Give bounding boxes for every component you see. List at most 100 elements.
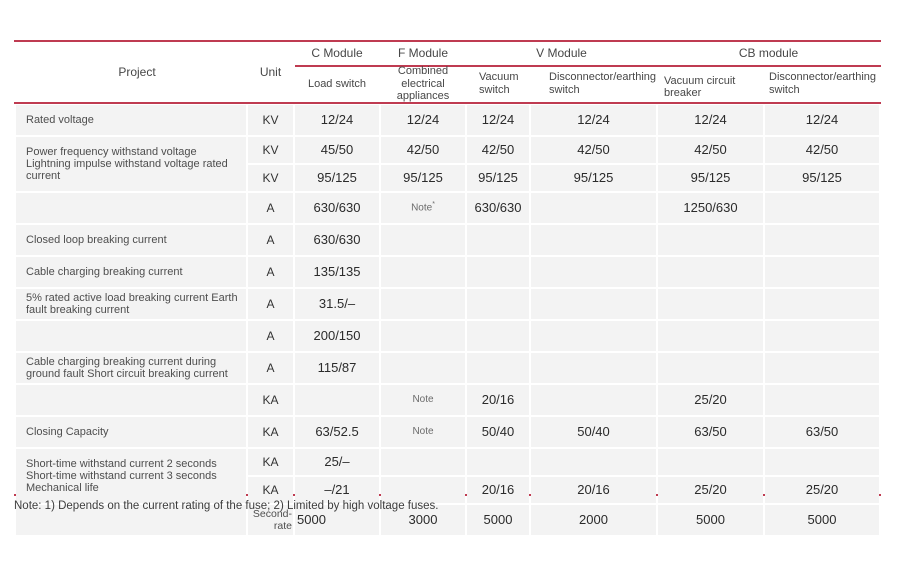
value-cell: 42/50: [765, 136, 880, 163]
value-cell: 42/50: [658, 136, 764, 163]
value-cell: 5000: [467, 504, 529, 535]
header-group-row: Project Unit C Module F Module V Module …: [16, 42, 879, 80]
table-row: Second-rate 5000 3000 5000 2000 5000 5000: [16, 504, 880, 535]
value-cell: 25/–: [295, 448, 379, 475]
table-row: Cable charging breaking current during g…: [16, 352, 880, 383]
value-cell: [765, 224, 880, 255]
value-cell: [658, 256, 764, 287]
value-cell: [467, 352, 529, 383]
value-cell: 12/24: [658, 104, 764, 135]
value-cell: 50/40: [531, 416, 657, 447]
unit-cell: KA: [248, 416, 293, 447]
group-header-c-module: C Module: [311, 45, 363, 60]
unit-cell: A: [248, 256, 293, 287]
unit-cell: KV: [248, 164, 293, 191]
value-cell: 12/24: [295, 104, 379, 135]
value-cell: [531, 320, 657, 351]
table-row: Closing Capacity KA 63/52.5 Note 50/40 50/40 6…: [16, 416, 880, 447]
note-superscript: *: [432, 201, 435, 209]
value-cell: 115/87: [295, 352, 379, 383]
value-cell: 5000: [295, 504, 379, 535]
value-cell: [658, 224, 764, 255]
value-cell: 1250/630: [658, 192, 764, 223]
value-cell: [765, 256, 880, 287]
value-cell: 63/50: [658, 416, 764, 447]
table-row: A 200/150: [16, 320, 880, 351]
project-cell: [16, 384, 246, 415]
value-cell: 50/40: [467, 416, 529, 447]
value-cell: 25/20: [765, 476, 880, 503]
value-cell: [531, 384, 657, 415]
value-cell: [765, 192, 880, 223]
value-cell: [381, 352, 465, 383]
value-cell: [658, 352, 764, 383]
value-cell: [381, 224, 465, 255]
value-cell: [658, 320, 764, 351]
project-cell: [16, 504, 246, 535]
divider-group-header: [295, 65, 881, 67]
unit-cell: KA: [248, 384, 293, 415]
value-cell: Note: [381, 416, 465, 447]
spec-table-header: Project Unit C Module F Module V Module …: [16, 42, 879, 103]
value-cell: 42/50: [531, 136, 657, 163]
value-cell: 200/150: [295, 320, 379, 351]
table-row: 5% rated active load breaking current Ea…: [16, 288, 880, 319]
project-cell: 5% rated active load breaking current Ea…: [16, 288, 246, 319]
value-cell: 95/125: [295, 164, 379, 191]
value-cell: [765, 352, 880, 383]
value-cell: [295, 384, 379, 415]
project-cell: Closed loop breaking current: [16, 224, 246, 255]
spec-table-body: Rated voltage KV 12/24 12/24 12/24 12/24 12/24…: [16, 104, 880, 535]
value-cell: 630/630: [295, 224, 379, 255]
value-cell: 42/50: [381, 136, 465, 163]
value-cell: [381, 288, 465, 319]
table-row: Cable charging breaking current A 135/135: [16, 256, 880, 287]
value-cell: –/21: [295, 476, 379, 503]
divider-header-bottom: [14, 102, 881, 104]
header-sub-row: Load switch Combined electrical applianc…: [16, 65, 879, 103]
unit-cell: KA: [248, 476, 293, 503]
value-cell: [658, 288, 764, 319]
value-cell: [531, 224, 657, 255]
value-cell: 630/630: [467, 192, 529, 223]
unit-cell: Second-rate: [248, 504, 293, 535]
value-cell: [531, 192, 657, 223]
project-cell: Cable charging breaking current during g…: [16, 352, 246, 383]
value-cell: [765, 448, 880, 475]
value-cell: 12/24: [531, 104, 657, 135]
group-header-v-module: V Module: [536, 45, 587, 60]
col-header-combined-electrical-appliances: Combined electrical appliances: [396, 65, 450, 102]
value-cell: Note: [381, 384, 465, 415]
value-cell: 25/20: [658, 476, 764, 503]
table-row: A 630/630 Note* 630/630 1250/630: [16, 192, 880, 223]
value-cell: 3000: [381, 504, 465, 535]
table-row: Short-time withstand current 2 seconds S…: [16, 448, 880, 503]
value-cell: [467, 448, 529, 475]
value-cell: 63/52.5: [295, 416, 379, 447]
value-cell: 95/125: [381, 164, 465, 191]
value-cell: 25/20: [658, 384, 764, 415]
unit-cell: KV: [248, 136, 293, 163]
value-cell: 31.5/–: [295, 288, 379, 319]
value-cell: 45/50: [295, 136, 379, 163]
value-cell: 95/125: [658, 164, 764, 191]
value-cell: 20/16: [467, 384, 529, 415]
col-header-load-switch: Load switch: [307, 77, 367, 90]
value-cell: [765, 384, 880, 415]
project-cell: [16, 320, 246, 351]
table-row: KA –/21 20/16 20/16 25/20 25/20: [16, 476, 880, 503]
table-row: Power frequency withstand voltage Lightn…: [16, 136, 880, 191]
value-cell: [531, 288, 657, 319]
value-cell: 5000: [765, 504, 880, 535]
project-cell: Cable charging breaking current: [16, 256, 246, 287]
value-cell: 5000: [658, 504, 764, 535]
project-cell: Closing Capacity: [16, 416, 246, 447]
col-header-vacuum-circuit-breaker: Vacuum circuit breaker: [664, 74, 736, 100]
value-cell: 135/135: [295, 256, 379, 287]
spec-table: Project Unit C Module F Module V Module …: [14, 40, 881, 537]
unit-cell: A: [248, 352, 293, 383]
value-cell: 20/16: [467, 476, 529, 503]
table-row: Rated voltage KV 12/24 12/24 12/24 12/24 12/24…: [16, 104, 880, 135]
value-cell: 12/24: [381, 104, 465, 135]
divider-top: [14, 40, 881, 42]
